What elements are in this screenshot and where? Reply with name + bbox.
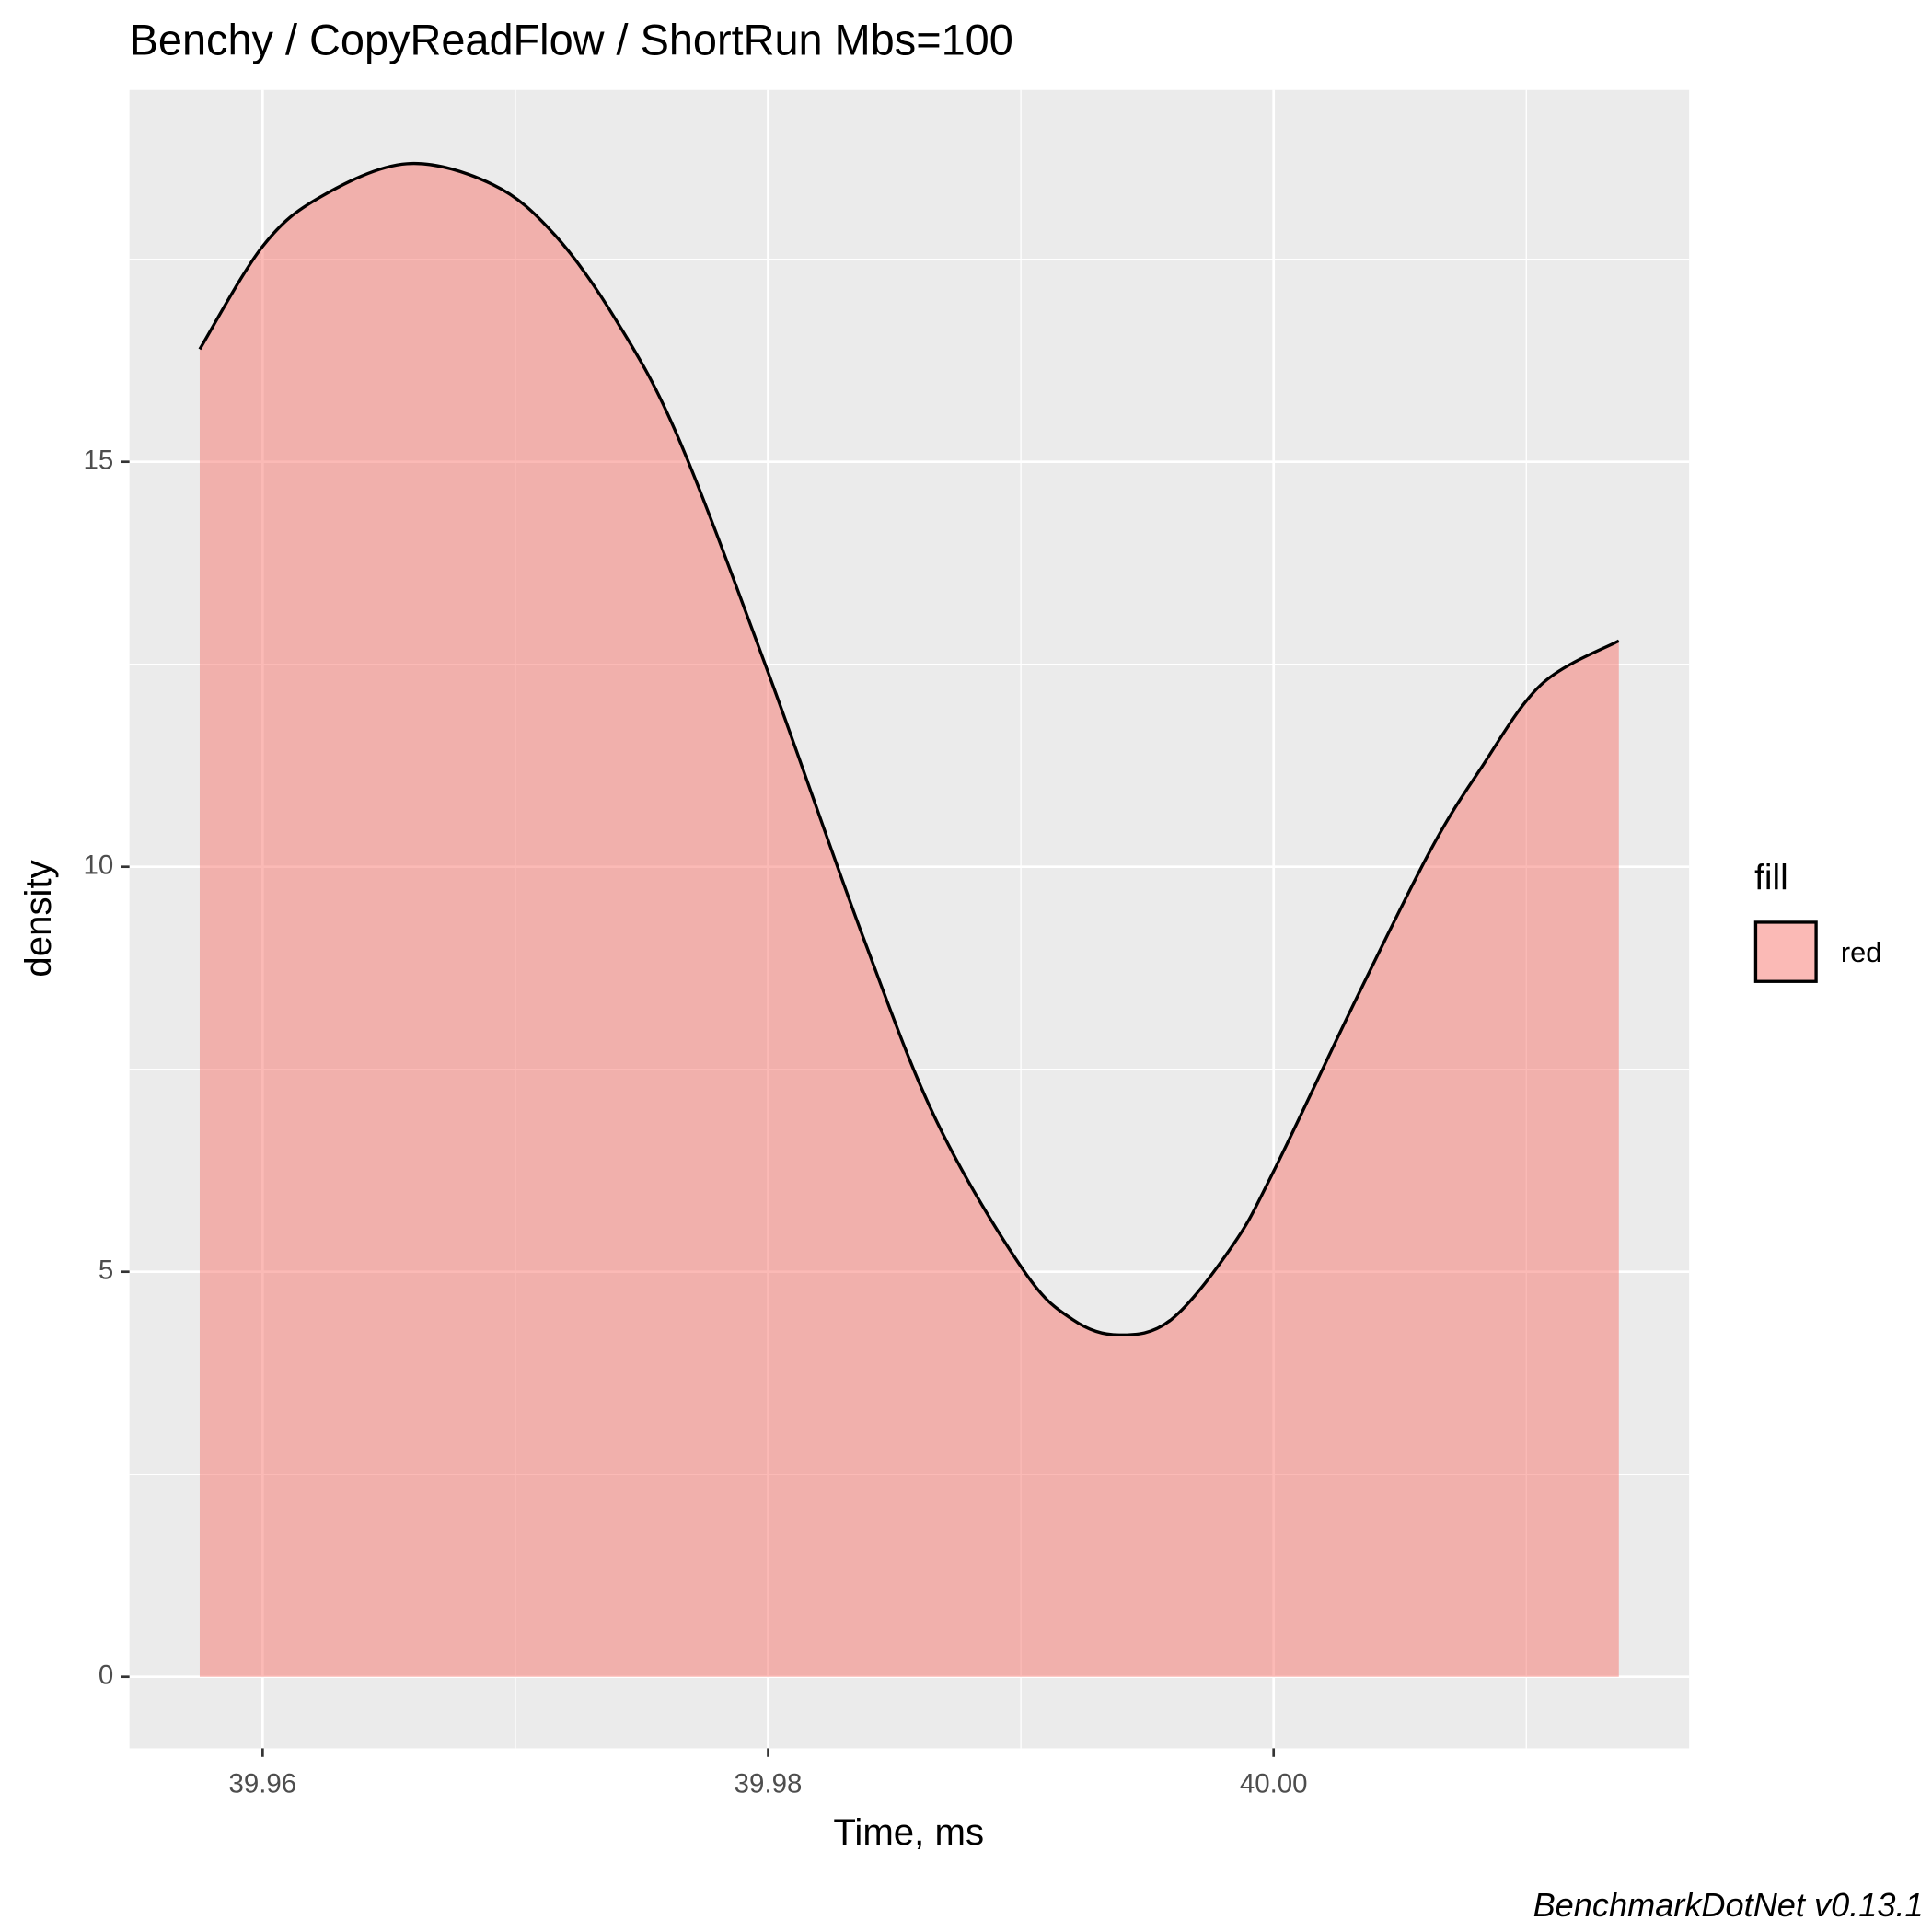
density-line bbox=[198, 161, 1620, 1337]
y-axis-title: density bbox=[17, 860, 59, 977]
legend-key bbox=[1753, 920, 1818, 983]
x-axis-title: Time, ms bbox=[833, 1811, 984, 1853]
marks bbox=[198, 161, 1620, 1677]
legend-title: fill bbox=[1754, 859, 1788, 898]
density-area bbox=[199, 163, 1619, 1677]
legend-label: red bbox=[1841, 936, 1882, 968]
x-tick-label: 39.96 bbox=[228, 1768, 296, 1799]
y-tick-label: 0 bbox=[98, 1660, 113, 1690]
y-tick-label: 5 bbox=[98, 1255, 113, 1285]
x-tick-label: 39.98 bbox=[735, 1768, 803, 1799]
chart-title: Benchy / CopyReadFlow / ShortRun Mbs=100 bbox=[130, 16, 1013, 64]
y-tick-label: 10 bbox=[83, 850, 113, 880]
y-tick-label: 15 bbox=[83, 445, 113, 475]
x-tick-label: 40.00 bbox=[1240, 1768, 1308, 1799]
caption: BenchmarkDotNet v0.13.1 bbox=[1533, 1886, 1924, 1924]
